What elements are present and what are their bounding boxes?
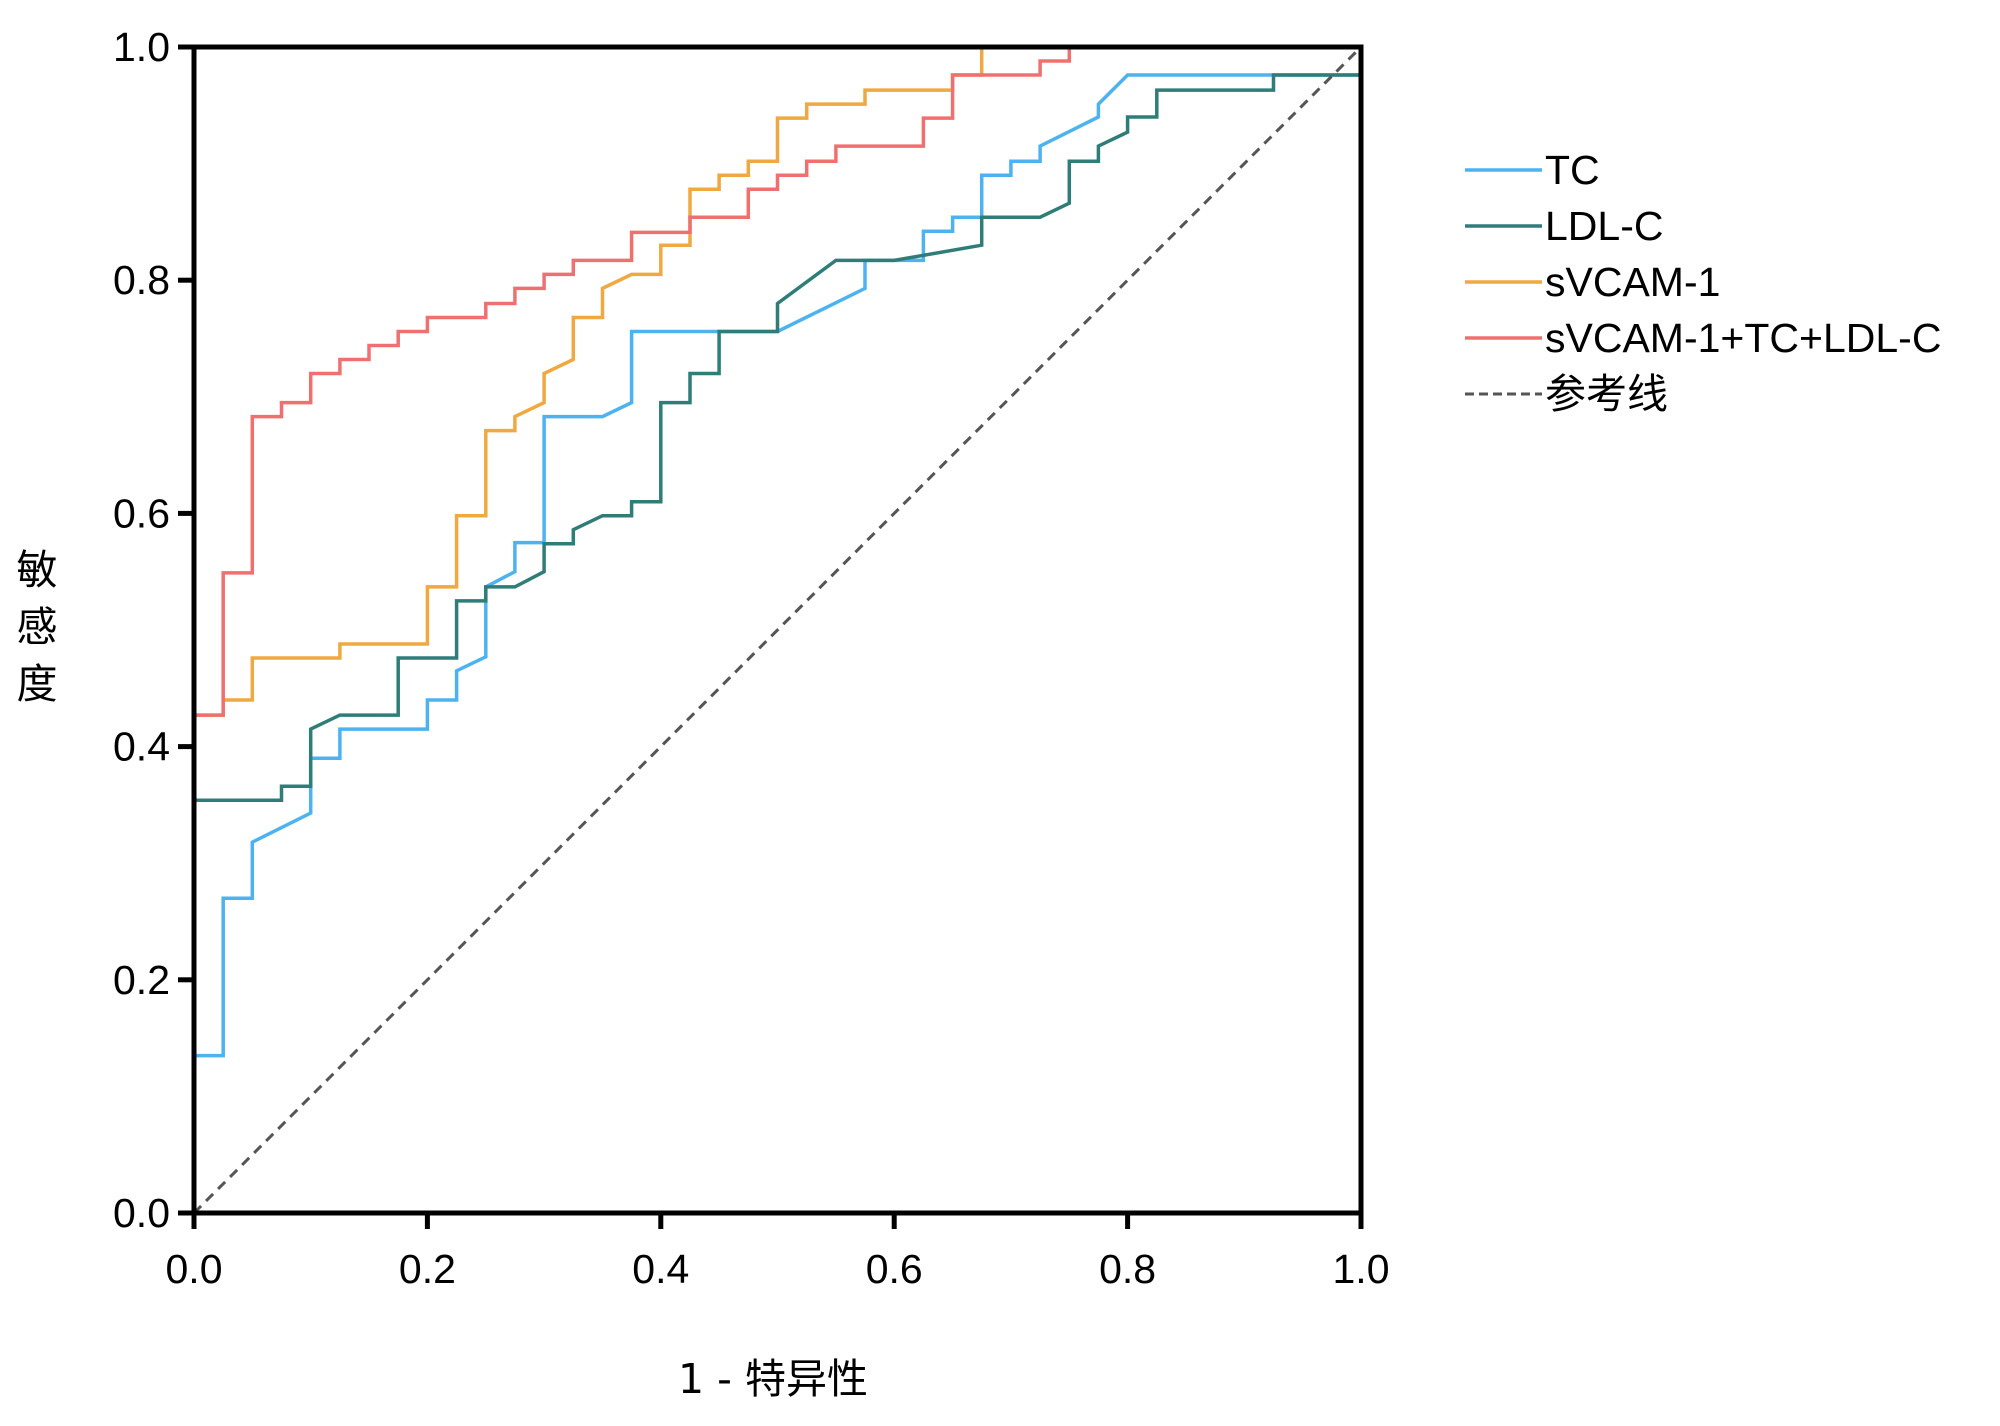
- legend-item-tc: TC: [1465, 147, 1600, 193]
- x-tick-label: 0.4: [632, 1246, 689, 1292]
- y-tick-label: 0.2: [113, 957, 170, 1003]
- legend-item-reference-line: 参考线: [1465, 371, 1668, 417]
- legend: TC LDL-C sVCAM-1 sVCAM-1+TC+LDL-C 参考线: [1465, 147, 1941, 417]
- legend-item-ldl-c: LDL-C: [1465, 203, 1663, 249]
- y-tick-label: 1.0: [113, 24, 170, 70]
- x-axis-label: 1 - 特异性: [678, 1355, 868, 1403]
- legend-label: 参考线: [1545, 371, 1668, 417]
- series-line-tc: [194, 73, 1361, 1058]
- axis-ticks: 0.0 0.2 0.4 0.6 0.8 1.0 0.0 0.2 0.4 0.6 0.8 1.0: [113, 24, 1390, 1292]
- y-tick-label: 0.0: [113, 1190, 170, 1236]
- series-line-ldl-c: [194, 73, 1361, 802]
- series-layer: [192, 45, 1363, 1215]
- y-tick-label: 0.6: [113, 490, 170, 536]
- y-axis-label: 敏感度: [9, 548, 57, 719]
- legend-item-svcam-1-tc-ldl-c: sVCAM-1+TC+LDL-C: [1465, 315, 1941, 361]
- x-tick-label: 1.0: [1333, 1246, 1390, 1292]
- legend-label: sVCAM-1+TC+LDL-C: [1545, 315, 1941, 361]
- series-line-svcam-1: [194, 47, 984, 717]
- x-tick-label: 0.6: [866, 1246, 923, 1292]
- legend-label: LDL-C: [1545, 203, 1663, 249]
- x-tick-label: 0.8: [1099, 1246, 1156, 1292]
- legend-item-svcam-1: sVCAM-1: [1465, 259, 1720, 305]
- series-line-reference-line: [192, 45, 1363, 1215]
- x-tick-label: 0.2: [399, 1246, 456, 1292]
- legend-label: TC: [1545, 147, 1600, 193]
- plot-frame: [191, 44, 1364, 1216]
- series-line-svcam-1-tc-ldl-c: [194, 47, 1072, 717]
- legend-label: sVCAM-1: [1545, 259, 1720, 305]
- y-tick-label: 0.4: [113, 724, 170, 770]
- y-tick-label: 0.8: [113, 257, 170, 303]
- x-tick-label: 0.0: [166, 1246, 223, 1292]
